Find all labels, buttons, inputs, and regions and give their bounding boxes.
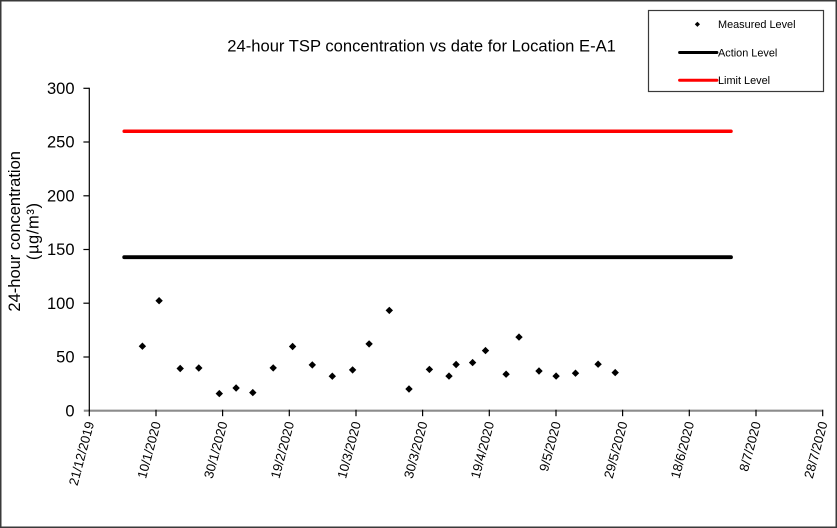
svg-text:200: 200 [47, 188, 75, 206]
svg-text:24-hour TSP concentration vs d: 24-hour TSP concentration vs date for Lo… [227, 37, 616, 56]
svg-text:300: 300 [47, 80, 75, 98]
svg-text:0: 0 [65, 402, 74, 420]
svg-text:(µg/m³): (µg/m³) [24, 202, 42, 260]
svg-text:100: 100 [47, 295, 75, 313]
svg-text:50: 50 [56, 349, 74, 367]
svg-text:24-hour concentration: 24-hour concentration [6, 151, 24, 312]
svg-text:Limit Level: Limit Level [718, 75, 770, 87]
svg-text:250: 250 [47, 134, 75, 152]
svg-text:150: 150 [47, 241, 75, 259]
svg-text:Action Level: Action Level [718, 47, 777, 59]
svg-text:Measured Level: Measured Level [718, 19, 796, 31]
